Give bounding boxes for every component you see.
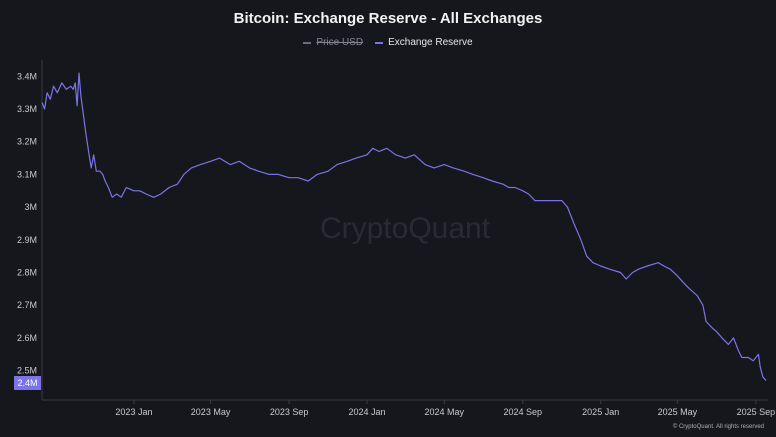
x-tick-label: 2024 Jan <box>348 407 385 417</box>
y-tick-label: 2.7M <box>17 300 37 310</box>
y-tick-label: 2.5M <box>17 366 37 376</box>
y-tick-label: 2.8M <box>17 268 37 278</box>
copyright-credit: © CryptoQuant. All rights reserved <box>672 424 764 430</box>
x-tick-label: 2025 Sep <box>737 407 776 417</box>
watermark: CryptoQuant <box>320 212 491 245</box>
legend-item-price-usd[interactable]: Price USD <box>303 37 363 48</box>
legend-label-price-usd: Price USD <box>316 37 364 48</box>
x-tick-label: 2025 Jan <box>582 407 619 417</box>
y-tick-label: 3.2M <box>17 137 37 147</box>
series-line-exchange-reserve[interactable] <box>41 72 767 381</box>
x-tick-label: 2023 Sep <box>270 407 309 417</box>
x-tick-label: 2023 Jan <box>115 407 152 417</box>
y-axis: 3.4M 3.3M 3.2M 3.1M 3M 2.9M 2.8M 2.7M 2.6M 2.5M <box>17 71 37 375</box>
legend: Price USD Exchange Reserve <box>0 37 776 48</box>
y-tick-label: 3.4M <box>17 71 37 81</box>
series-group <box>41 72 767 381</box>
x-tick-label: 2025 May <box>658 407 698 417</box>
legend-swatch-exchange-reserve <box>375 41 384 44</box>
y-tick-label: 3.1M <box>17 169 37 179</box>
x-axis: 2023 Jan 2023 May 2023 Sep 2024 Jan 2024 May… <box>115 400 775 417</box>
y-tick-label: 2.6M <box>17 333 37 343</box>
y-tick-label: 3.3M <box>17 104 37 114</box>
legend-item-exchange-reserve[interactable]: Exchange Reserve <box>375 37 473 48</box>
x-tick-label: 2024 May <box>425 407 465 417</box>
x-tick-label: 2024 Sep <box>504 407 543 417</box>
y-tick-label: 3M <box>24 202 37 212</box>
chart-title: Bitcoin: Exchange Reserve - All Exchange… <box>233 10 543 27</box>
x-tick-label: 2023 May <box>191 407 231 417</box>
legend-label-exchange-reserve: Exchange Reserve <box>388 37 473 48</box>
legend-swatch-price-usd <box>303 41 312 44</box>
y-tick-label: 2.9M <box>17 235 37 245</box>
current-value-badge: 2.4M <box>14 376 41 390</box>
